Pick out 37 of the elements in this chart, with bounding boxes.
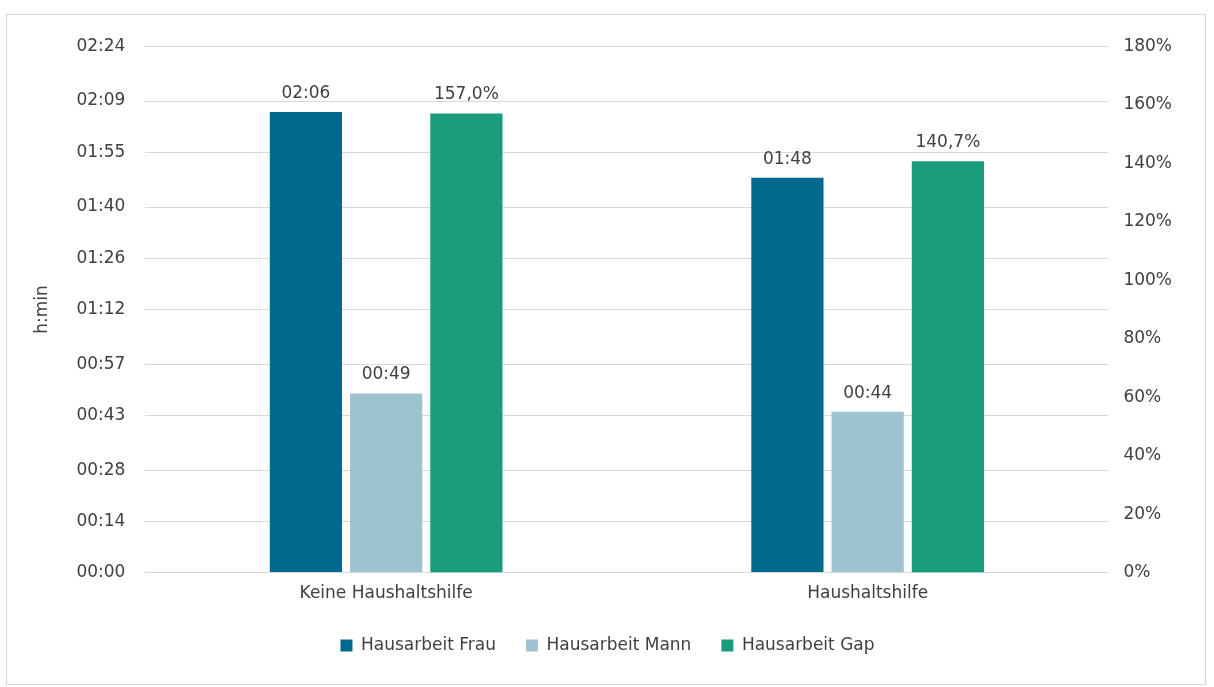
data-label: 02:06 <box>281 81 331 102</box>
y-tick-label: 00:57 <box>76 352 126 373</box>
y-tick-label: 01:26 <box>76 246 126 267</box>
y-tick-label: 00:28 <box>76 458 126 479</box>
y-tick-label: 00:43 <box>76 403 126 424</box>
y2-tick-label: 40% <box>1123 444 1162 465</box>
y-tick-label: 02:24 <box>76 34 126 55</box>
data-label: 140,7% <box>915 131 981 152</box>
y2-tick-label: 80% <box>1123 327 1162 348</box>
data-label: 157,0% <box>433 83 499 104</box>
data-label: 00:49 <box>361 363 411 384</box>
y-tick-label: 00:14 <box>76 509 126 530</box>
x-tick-label: Keine Haushaltshilfe <box>299 582 473 603</box>
bar <box>751 177 824 573</box>
bar <box>350 393 423 573</box>
y-tick-label: 01:55 <box>76 140 126 161</box>
x-tick-label: Haushaltshilfe <box>807 582 929 603</box>
y2-tick-label: 180% <box>1123 34 1173 55</box>
y-tick-label: 01:40 <box>76 195 126 216</box>
legend-label: Hausarbeit Mann <box>546 633 692 654</box>
legend-label: Hausarbeit Frau <box>360 633 496 654</box>
y2-tick-label: 0% <box>1123 561 1151 582</box>
data-label: 01:48 <box>762 147 812 168</box>
y2-tick-label: 60% <box>1123 385 1162 406</box>
y2-tick-label: 120% <box>1123 210 1173 231</box>
y-tick-label: 00:00 <box>76 561 126 582</box>
y2-tick-label: 140% <box>1123 151 1173 172</box>
y2-tick-label: 160% <box>1123 93 1173 114</box>
bar <box>831 411 904 573</box>
y-tick-label: 02:09 <box>76 89 126 110</box>
y2-tick-label: 20% <box>1123 502 1162 523</box>
y-tick-label: 01:12 <box>76 297 126 318</box>
y2-tick-label: 100% <box>1123 268 1173 289</box>
bar <box>269 112 343 573</box>
legend-label: Hausarbeit Gap <box>741 633 875 654</box>
y-axis-title: h:min <box>30 285 51 334</box>
data-label: 00:44 <box>843 381 893 402</box>
